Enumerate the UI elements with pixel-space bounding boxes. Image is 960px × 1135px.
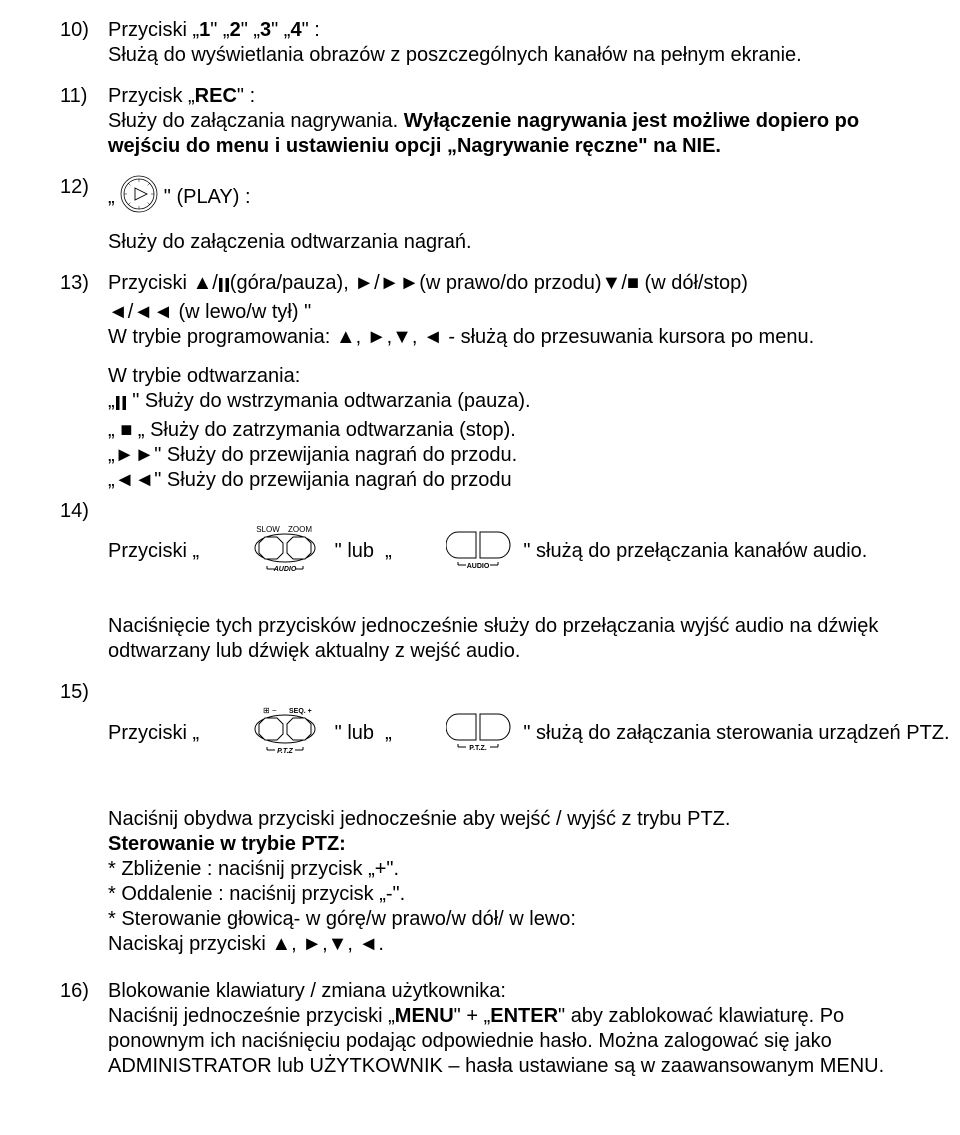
key-3: 3 (260, 19, 271, 41)
grid-minus-label: ⊞ − (263, 706, 277, 715)
key-2: 2 (230, 19, 241, 41)
item-number: 13) (60, 271, 108, 350)
text: „ (108, 186, 120, 208)
audio-buttons-octagon-icon: SLOW ZOOM AUDIO (209, 499, 325, 604)
text: " + „ (454, 1005, 491, 1027)
text: " lub „ (329, 539, 397, 564)
text: Przyciski „ (108, 721, 205, 746)
text: (góra/pauza), ►/►►(w prawo/do przodu)▼/■… (230, 272, 748, 294)
text: „ " Służy do wstrzymania odtwarzania (pa… (108, 389, 900, 418)
text: Naciśnij obydwa przyciski jednocześnie a… (108, 807, 900, 832)
item-10-line2: Służą do wyświetlania obrazów z poszczeg… (108, 43, 900, 68)
text: " : (302, 19, 320, 41)
text: " (PLAY) : (164, 186, 251, 208)
ptz-label: P.T.Z. (469, 745, 486, 752)
item-12-line1: „ " (PLAY) : (108, 175, 900, 220)
text: " Służy do wstrzymania odtwarzania (pauz… (127, 390, 531, 412)
item-11-line2: Służy do załączania nagrywania. Wyłączen… (108, 109, 900, 159)
text: Przyciski ▲/ (108, 272, 218, 294)
item-10: 10) Przyciski „1" „2" „3" „4" : Służą do… (60, 18, 900, 68)
item-13-line2: ◄/◄◄ (w lewo/w tył) " (108, 300, 900, 325)
item-number: 16) (60, 979, 108, 1079)
item-15-desc: Naciśnij obydwa przyciski jednocześnie a… (108, 807, 900, 957)
seq-plus-label: SEQ. + (289, 708, 312, 715)
audio-buttons-rounded-icon: AUDIO (401, 501, 513, 602)
text: " służą do przełączania kanałów audio. (518, 539, 868, 564)
slow-label: SLOW (256, 525, 280, 534)
ptz-buttons-octagon-icon: ⊞ − SEQ. + P.T.Z (209, 680, 325, 787)
text: Przyciski „ (108, 19, 199, 41)
item-11-line1: Przycisk „REC" : (108, 84, 900, 109)
item-13-line1: Przyciski ▲/ (góra/pauza), ►/►►(w prawo/d… (108, 271, 900, 300)
item-body: Przyciski „ SLOW ZOOM AUDIO " lub „ (108, 499, 900, 604)
text: " lub „ (329, 721, 397, 746)
ptz-label: P.T.Z (277, 748, 293, 755)
text: Naciskaj przyciski ▲, ►,▼, ◄. (108, 932, 900, 957)
play-button-icon (120, 175, 158, 220)
text-bold: Sterowanie w trybie PTZ: (108, 832, 900, 857)
text: * Oddalenie : naciśnij przycisk „-". (108, 882, 900, 907)
text: Przyciski „ (108, 539, 205, 564)
text: „ (108, 390, 115, 412)
item-10-line1: Przyciski „1" „2" „3" „4" : (108, 18, 900, 43)
rec-label: REC (195, 85, 237, 107)
item-13-playback: W trybie odtwarzania: „ " Służy do wstrz… (108, 364, 900, 493)
menu-label: MENU (395, 1005, 454, 1027)
item-16-line2: Naciśnij jednocześnie przyciski „MENU" +… (108, 1004, 900, 1079)
item-11: 11) Przycisk „REC" : Służy do załączania… (60, 84, 900, 159)
item-number: 12) (60, 175, 108, 220)
pause-icon (115, 393, 127, 418)
text: „►►" Służy do przewijania nagrań do przo… (108, 443, 900, 468)
text: Naciśnij jednocześnie przyciski „ (108, 1005, 395, 1027)
text: " : (237, 85, 255, 107)
item-number: 15) (60, 680, 108, 787)
key-4: 4 (290, 19, 301, 41)
item-body: „ " (PLAY) : (108, 175, 900, 220)
item-body: Przyciski ▲/ (góra/pauza), ►/►►(w prawo/d… (108, 271, 900, 350)
item-number: 14) (60, 499, 108, 604)
pause-icon (218, 275, 230, 300)
item-16: 16) Blokowanie klawiatury / zmiana użytk… (60, 979, 900, 1079)
zoom-label: ZOOM (288, 525, 312, 534)
item-body: Przyciski „ ⊞ − SEQ. + P.T.Z " lub „ (108, 680, 950, 787)
ptz-buttons-rounded-icon: P.T.Z. (401, 683, 513, 784)
text: „◄◄" Służy do przewijania nagrań do przo… (108, 468, 900, 493)
item-14-desc: Naciśnięcie tych przycisków jednocześnie… (108, 614, 900, 664)
text: Służy do załączania nagrywania. (108, 110, 404, 132)
text: " „ (241, 19, 260, 41)
text: Przycisk „ (108, 85, 195, 107)
item-body: Przycisk „REC" : Służy do załączania nag… (108, 84, 900, 159)
text: W trybie odtwarzania: (108, 364, 900, 389)
item-15: 15) Przyciski „ ⊞ − SEQ. + P.T.Z " lub „ (60, 680, 900, 787)
text: * Sterowanie głowicą- w górę/w prawo/w d… (108, 907, 900, 932)
audio-label: AUDIO (273, 566, 297, 572)
text: " „ (210, 19, 229, 41)
item-14: 14) Przyciski „ SLOW ZOOM AUDIO " lub „ (60, 499, 900, 604)
audio-label: AUDIO (467, 563, 490, 570)
enter-label: ENTER (490, 1005, 558, 1027)
item-number: 11) (60, 84, 108, 159)
key-1: 1 (199, 19, 210, 41)
item-13: 13) Przyciski ▲/ (góra/pauza), ►/►►(w pra… (60, 271, 900, 350)
item-12: 12) „ (60, 175, 900, 220)
text: * Zbliżenie : naciśnij przycisk „+". (108, 857, 900, 882)
item-body: Przyciski „1" „2" „3" „4" : Służą do wyś… (108, 18, 900, 68)
text: " służą do załączania sterowania urządze… (518, 721, 950, 746)
text: „ ■ „ Służy do zatrzymania odtwarzania (… (108, 418, 900, 443)
item-16-line1: Blokowanie klawiatury / zmiana użytkowni… (108, 979, 900, 1004)
item-12-line2: Służy do załączenia odtwarzania nagrań. (108, 230, 900, 255)
document-page: 10) Przyciski „1" „2" „3" „4" : Służą do… (0, 0, 960, 1135)
item-body: Blokowanie klawiatury / zmiana użytkowni… (108, 979, 900, 1079)
item-number: 10) (60, 18, 108, 68)
item-13-line3: W trybie programowania: ▲, ►,▼, ◄ - służ… (108, 325, 900, 350)
text: " „ (271, 19, 290, 41)
